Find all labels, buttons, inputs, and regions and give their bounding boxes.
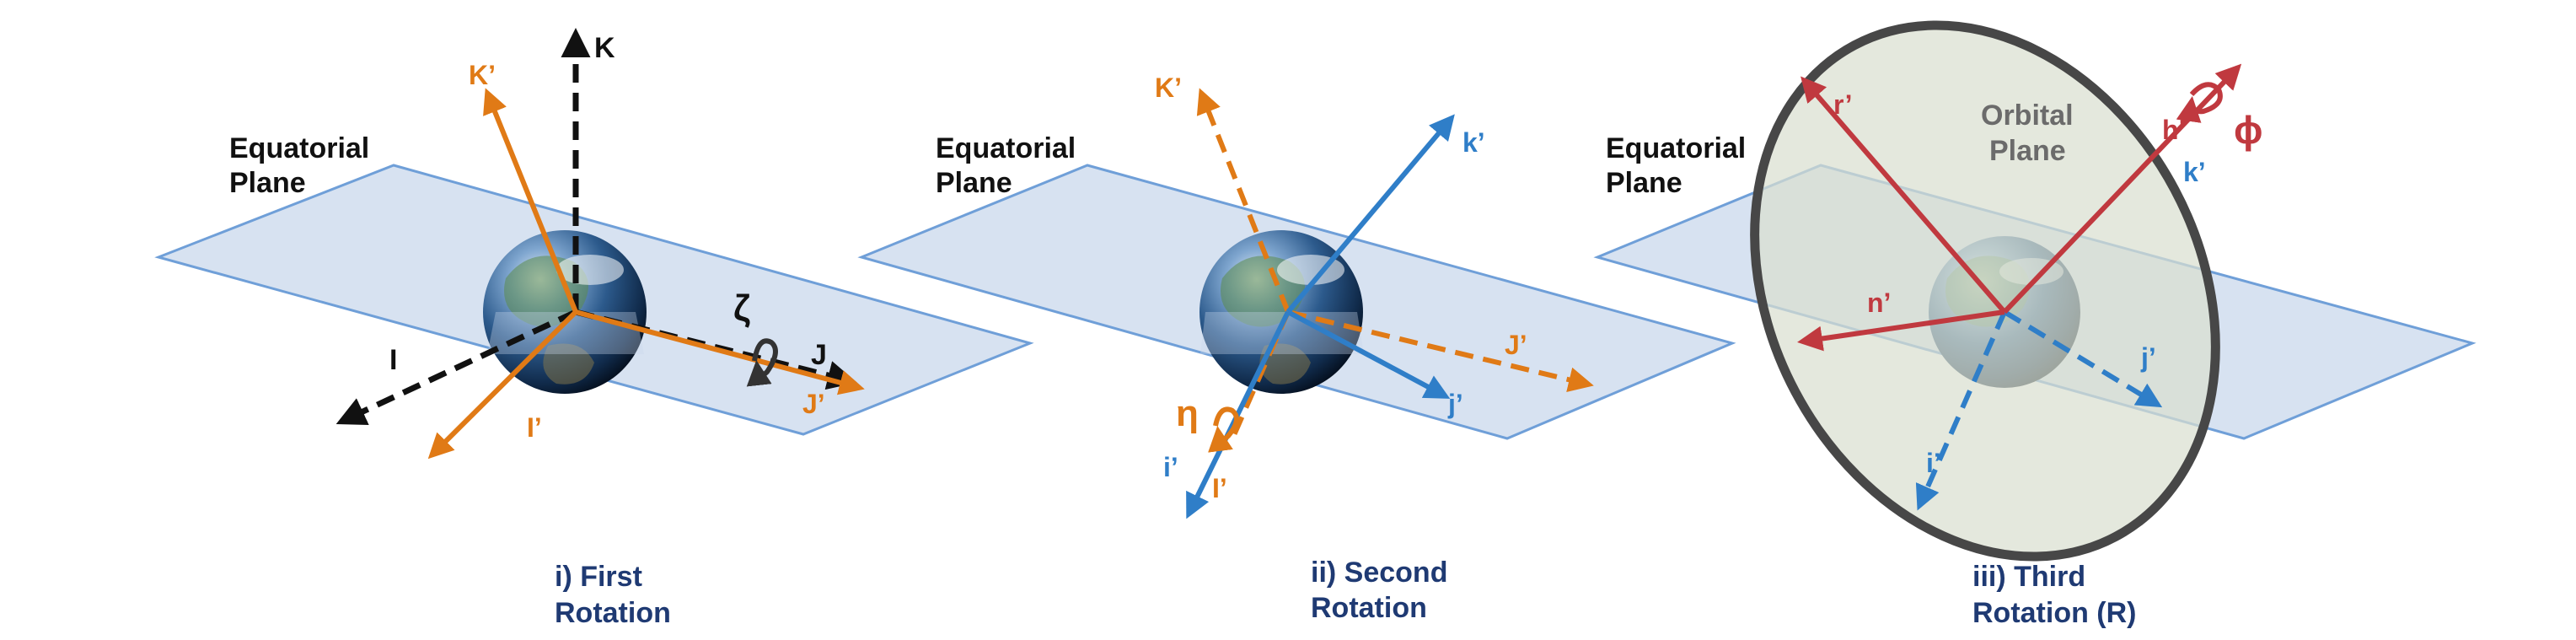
axis-I-prime [427,309,578,460]
caption-line1: ii) Second [1311,557,1447,589]
plane-label-line2: Plane [936,167,1012,199]
label-i-prime: i’ [1163,452,1178,482]
axis-K-prime [1196,88,1291,314]
rotation-arrow-icon [2176,82,2223,123]
panel-first-rotation: Equatorial Plane K K’ I I’ J J’ ζ i) Fir… [154,28,1034,629]
plane-label-line1: Equatorial [1606,132,1746,164]
label-k-prime: k’ [2183,157,2206,187]
rotation-arrow-icon [746,338,778,387]
label-I-prime: I’ [527,412,542,443]
earth-globe-icon [483,230,647,394]
axis-i-prime [1186,310,1291,519]
axis-k-prime [1285,114,1455,314]
angle-eta: η [1176,393,1199,434]
label-J: J [811,339,827,371]
orbital-label-line1: Orbital [1981,99,2074,132]
axis-K-prime [483,88,578,314]
label-r-prime: r’ [1833,89,1853,120]
axis-J-prime [1287,309,1594,392]
panel-third-rotation: Equatorial Plane Orbital Plane r’ h’ k’ … [1593,20,2477,629]
label-n-prime: n’ [1867,288,1891,318]
plane-label-line2: Plane [1606,167,1682,199]
caption-line2: Rotation [1311,592,1427,624]
label-k-prime: k’ [1462,127,1485,158]
axis-n-prime [1797,309,2005,352]
label-j-prime: j’ [2140,342,2156,373]
label-i-prime: i’ [1926,448,1941,478]
plane-label-line1: Equatorial [229,132,369,164]
axis-r-prime [1801,76,2007,314]
label-I-prime: I’ [1212,473,1227,503]
axis-j-prime [1286,309,1451,399]
axis-I-prime [1228,310,1291,444]
label-K-prime: K’ [1155,73,1182,103]
caption-line2: Rotation (R) [1972,597,2137,629]
axis-i-prime [1915,310,2007,511]
caption-line2: Rotation [555,597,671,629]
label-J-prime: J’ [1505,330,1527,360]
earth-globe-icon [1199,230,1363,394]
axis-J [575,309,857,390]
plane-label-line1: Equatorial [936,132,1076,164]
label-h-prime: h’ [2162,115,2186,145]
angle-phi: ϕ [2234,108,2262,152]
caption-line1: i) First [555,561,642,593]
axis-j-prime [2003,309,2163,408]
orbital-label-line2: Plane [1989,135,2066,167]
rotation-arrow-icon [1208,406,1239,453]
plane-label-line2: Plane [229,167,306,199]
label-K-prime: K’ [469,60,496,90]
label-K: K [594,32,615,64]
label-J-prime: J’ [802,389,825,419]
label-I: I [389,344,397,376]
equatorial-plane-overlay [487,312,644,354]
angle-zeta: ζ [733,288,750,329]
label-j-prime: j’ [1447,389,1463,419]
axis-J-prime [575,309,865,395]
panel-second-rotation: Equatorial Plane K’ k’ J’ j’ i’ I’ η ii)… [857,73,1736,624]
axis-I [335,309,577,425]
caption-line1: iii) Third [1972,561,2085,593]
